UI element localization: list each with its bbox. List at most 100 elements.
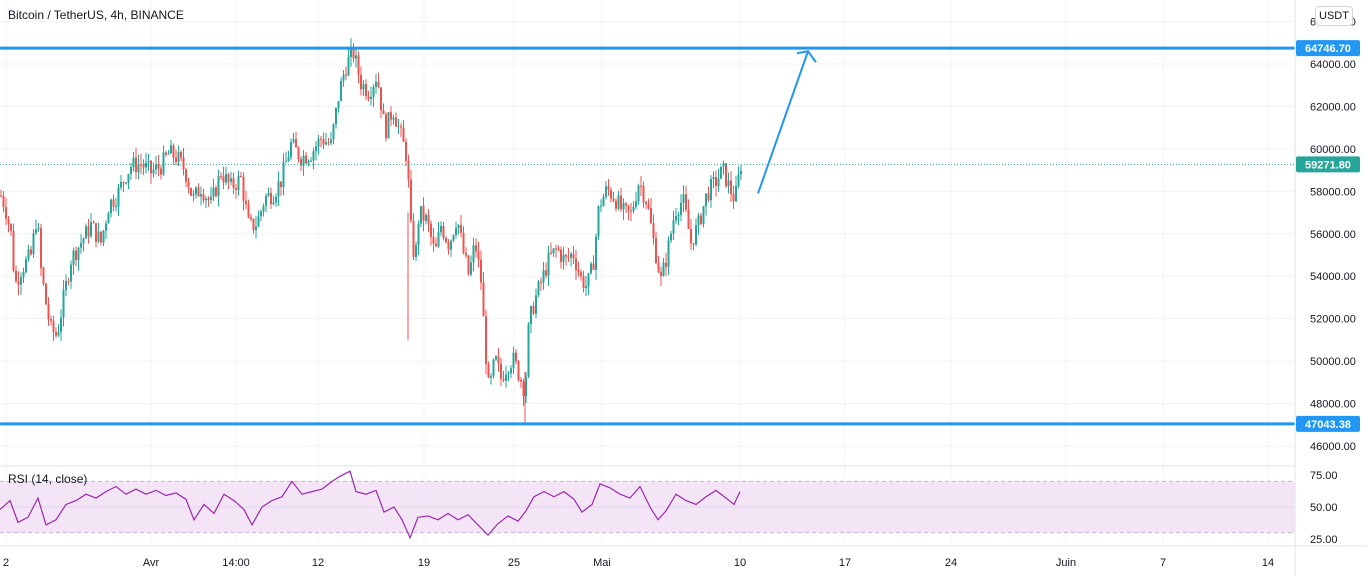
candle [262, 203, 265, 217]
candle [0, 189, 2, 197]
candle [82, 237, 85, 252]
candle-body [690, 228, 692, 244]
candle [45, 282, 47, 305]
candle-body [645, 202, 647, 205]
candle-body [205, 198, 207, 201]
candle [430, 220, 432, 246]
candle-body [492, 359, 495, 377]
candle-body [507, 373, 510, 375]
candle-body [87, 226, 90, 237]
candle [395, 112, 397, 128]
candle [715, 170, 717, 197]
candle-body [250, 217, 252, 219]
candle [740, 164, 742, 181]
candle [480, 250, 482, 291]
candle-body [732, 194, 735, 202]
candle [175, 149, 177, 166]
candle [85, 223, 87, 239]
candle [312, 147, 315, 170]
candle-body [35, 229, 37, 233]
candle [497, 347, 500, 373]
candle-body [167, 153, 170, 155]
candle-body [402, 127, 405, 142]
candle [117, 183, 120, 216]
candle-body [260, 211, 262, 217]
candle [287, 150, 290, 163]
candle-body [120, 181, 122, 188]
candle-body [697, 215, 700, 226]
candle-body [585, 285, 587, 289]
candle [492, 358, 495, 379]
candle-body [252, 218, 255, 230]
candle-body [245, 200, 247, 205]
candle [445, 236, 447, 244]
candle-body [425, 215, 427, 221]
rsi-indicator [0, 465, 1295, 540]
candle-body [292, 139, 295, 143]
candle [305, 151, 307, 164]
currency-button[interactable]: USDT [1315, 6, 1353, 26]
candle [612, 191, 615, 203]
candle-body [90, 222, 92, 237]
candle-body [17, 281, 20, 285]
level-price-tag [1296, 415, 1360, 432]
candle-body [165, 152, 167, 155]
candle [97, 222, 100, 244]
candle-body [667, 240, 670, 267]
candle-body [467, 255, 470, 275]
candle-body [217, 175, 220, 197]
y-tick-label: 54000.00 [1310, 271, 1356, 283]
candle-body [627, 205, 630, 211]
candle-body [665, 262, 667, 267]
candle-body [175, 157, 177, 162]
candle-body [737, 174, 740, 186]
candle-body [477, 251, 480, 260]
candle [310, 157, 312, 163]
candle-body [367, 96, 370, 99]
candle-body [412, 220, 415, 257]
candle [340, 77, 342, 102]
candle [272, 195, 275, 206]
candle [402, 120, 405, 142]
candle-body [27, 249, 30, 260]
candle-body [497, 356, 500, 364]
candle [690, 218, 692, 251]
candle [567, 248, 570, 262]
candle-body [110, 199, 112, 214]
candle-body [232, 178, 235, 189]
candle-body [7, 218, 10, 224]
candle [730, 171, 732, 203]
candle-body [592, 263, 595, 270]
candle [595, 233, 597, 281]
candle-body [495, 356, 497, 360]
candle-body [565, 254, 567, 257]
candle-body [460, 225, 462, 233]
candle [297, 146, 300, 163]
candle-body [710, 179, 712, 201]
candle-body [180, 151, 182, 158]
candle [625, 202, 627, 213]
candle-body [700, 215, 702, 224]
candle-body [677, 214, 680, 216]
candle-body [610, 189, 612, 199]
candle-body [335, 107, 337, 125]
candle [550, 242, 552, 256]
x-tick-label: 2 [3, 557, 9, 569]
candle [640, 176, 642, 197]
candle [375, 74, 377, 94]
candle [317, 134, 320, 155]
candle-body [465, 252, 467, 256]
candle [337, 101, 340, 113]
candle-body [430, 223, 432, 237]
candle [125, 181, 127, 185]
candle-body [80, 243, 82, 248]
candle-body [270, 192, 272, 205]
x-tick-label: Mai [593, 557, 611, 569]
x-tick-label: 19 [418, 557, 430, 569]
candle [650, 198, 652, 225]
candle [332, 123, 335, 145]
candle [607, 179, 610, 196]
candle-body [392, 117, 395, 120]
